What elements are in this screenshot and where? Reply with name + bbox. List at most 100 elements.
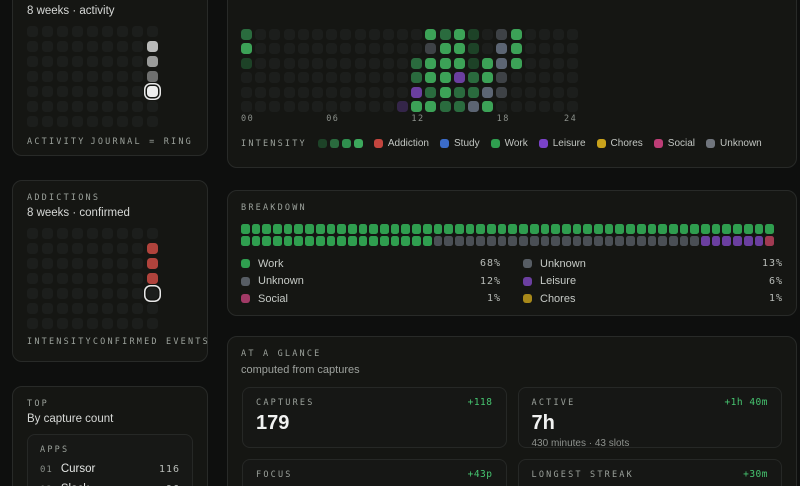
timeline-hour-cell: [283, 86, 295, 98]
activity-footer-left: ACTIVITY: [27, 137, 86, 147]
breakdown-bar-cell: [594, 236, 603, 246]
timeline-hour-cell: [241, 43, 252, 55]
timeline-hour-cell: [553, 72, 565, 84]
timeline-hour-cell: [283, 29, 295, 40]
addictions-subtitle: 8 weeks · confirmed: [27, 207, 130, 219]
timeline-hour-cell: [482, 57, 494, 69]
breakdown-bar-cell: [283, 224, 293, 234]
breakdown-legend-label: Chores: [540, 292, 576, 305]
addiction-day-cell: [57, 228, 68, 239]
breakdown-bar-cell: [380, 236, 389, 246]
breakdown-legend-pct: 12%: [479, 275, 501, 287]
timeline-hour-cell: [397, 29, 409, 40]
timeline-hour-cell: [297, 29, 309, 40]
breakdown-bar-cell: [251, 224, 261, 234]
legend-item: Work: [490, 138, 528, 149]
addiction-day-cell: [57, 303, 68, 314]
stat-card: LONGEST STREAK +30m 1h: [517, 459, 782, 486]
activity-day-cell: [87, 71, 98, 82]
work-color-icon: [241, 259, 250, 269]
stat-card-header: CAPTURES +118: [256, 397, 493, 408]
breakdown-bar-cell: [454, 236, 464, 246]
addiction-day-cell: [87, 273, 98, 284]
timeline-hour-cell: [510, 43, 522, 55]
activity-day-cell: [147, 26, 158, 37]
addictions-footer-left: INTENSITY: [27, 337, 93, 347]
intensity-swatch: [353, 139, 363, 148]
apps-list: 01Cursor11602Slack96: [40, 463, 180, 486]
timeline-hour-cell: [326, 86, 338, 98]
glance-grid: CAPTURES +118 179 ACTIVE +1h 40m 7h 430 minute…: [242, 387, 782, 486]
addictions-footer-right: CONFIRMED EVENTS: [92, 337, 210, 347]
activity-day-cell: [87, 41, 98, 52]
unknown-color-icon: [706, 139, 716, 148]
breakdown-bar-cell: [508, 224, 518, 234]
timeline-hour-cell: [326, 100, 338, 112]
activity-day-cell: [42, 71, 53, 82]
addictions-footer: INTENSITY CONFIRMED EVENTS: [27, 337, 208, 347]
addiction-day-cell: [57, 243, 68, 254]
breakdown-legend-row: Social 1%: [241, 290, 501, 308]
breakdown-bar-cell: [476, 236, 486, 246]
breakdown-bar-cell: [636, 236, 646, 246]
breakdown-card: BREAKDOWN Work 68% Unknown 12% Social 1% Unkn…: [227, 190, 797, 316]
timeline-hour-cell: [524, 100, 536, 112]
activity-day-cell: [132, 56, 143, 67]
breakdown-bar-cell: [326, 224, 336, 234]
timeline-hour-cell: [368, 100, 380, 112]
activity-day-cell: [147, 41, 158, 52]
addiction-day-cell: [132, 228, 143, 239]
addiction-day-cell: [72, 288, 83, 299]
social-color-icon: [653, 139, 663, 148]
breakdown-bar-cell: [262, 236, 272, 246]
timeline-hour-cell: [510, 72, 522, 84]
breakdown-bar-cell: [636, 224, 646, 234]
timeline-hour-cell: [553, 100, 565, 112]
breakdown-bar-cell: [444, 224, 453, 234]
addiction-day-cell: [42, 243, 53, 254]
breakdown-legend-right: Unknown 13% Leisure 6% Chores 1%: [523, 255, 783, 308]
activity-day-cell: [87, 56, 98, 67]
breakdown-bar-cell: [369, 224, 379, 234]
stat-value: 39%: [256, 484, 493, 486]
breakdown-bar-cell: [433, 224, 443, 234]
timeline-hour-cell: [255, 86, 267, 98]
timeline-hour-cell: [397, 72, 409, 84]
timeline-hour-cell: [553, 57, 565, 69]
timeline-hour-cell: [269, 29, 281, 40]
breakdown-bar-cell: [722, 224, 732, 234]
glance-subtitle: computed from captures: [241, 364, 360, 376]
timeline-hour-cell: [382, 57, 394, 69]
breakdown-bar-cell: [241, 224, 250, 234]
addiction-day-cell: [57, 318, 68, 329]
activity-day-cell: [102, 86, 113, 97]
glance-header: AT A GLANCE: [241, 349, 322, 359]
timeline-hour-cell: [297, 57, 309, 69]
activity-day-cell: [132, 41, 143, 52]
app-count: 96: [166, 484, 180, 486]
breakdown-bar-cell: [305, 236, 314, 246]
breakdown-bar-cell: [337, 224, 346, 234]
timeline-hour-cell: [311, 86, 323, 98]
breakdown-bar-cell: [701, 224, 710, 234]
legend-item: Chores: [596, 138, 643, 149]
breakdown-bar-cell: [241, 236, 250, 246]
addiction-day-cell: [147, 318, 158, 329]
addiction-day-cell: [27, 228, 38, 239]
timeline-hour-cell: [368, 43, 380, 55]
breakdown-bar-cell: [765, 236, 774, 246]
addiction-day-cell: [132, 258, 143, 269]
activity-day-cell: [132, 116, 143, 127]
breakdown-bar-cell: [315, 236, 325, 246]
breakdown-bar-cell: [433, 236, 443, 246]
breakdown-bar-cell: [733, 224, 742, 234]
breakdown-bar-cell: [390, 224, 400, 234]
activity-day-cell: [117, 86, 128, 97]
addiction-day-cell: [132, 318, 143, 329]
timeline-hour-cell: [468, 100, 479, 112]
activity-day-cell: [87, 86, 98, 97]
activity-day-cell: [42, 26, 53, 37]
activity-day-cell: [147, 56, 158, 67]
activity-day-cell: [72, 56, 83, 67]
timeline-hour-cell: [553, 43, 565, 55]
